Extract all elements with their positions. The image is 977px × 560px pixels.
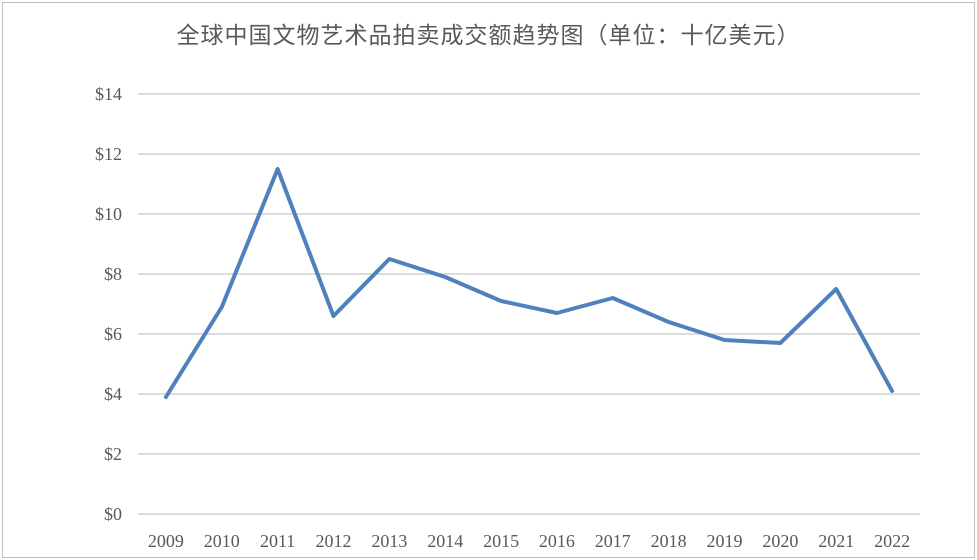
y-axis-tick-label: $0: [104, 504, 122, 524]
x-axis-tick-label: 2021: [818, 531, 854, 551]
x-axis-tick-label: 2009: [148, 531, 184, 551]
x-axis-tick-label: 2022: [874, 531, 910, 551]
x-axis-tick-label: 2018: [651, 531, 687, 551]
x-axis-tick-label: 2011: [260, 531, 295, 551]
x-axis-tick-label: 2014: [427, 531, 463, 551]
data-line-series: [163, 167, 895, 399]
y-axis-tick-label: $12: [95, 144, 122, 164]
y-axis-tick-label: $2: [104, 444, 122, 464]
y-axis-tick-label: $14: [95, 84, 122, 104]
x-axis-tick-label: 2015: [483, 531, 519, 551]
x-axis-tick-label: 2017: [595, 531, 631, 551]
x-axis-tick-label: 2016: [539, 531, 575, 551]
x-axis-tick-label: 2013: [371, 531, 407, 551]
x-axis-tick-label: 2019: [707, 531, 743, 551]
y-axis-tick-label: $6: [104, 324, 122, 344]
chart-title: 全球中国文物艺术品拍卖成交额趋势图（单位：十亿美元）: [176, 23, 801, 48]
y-axis-tick-label: $4: [104, 384, 122, 404]
x-axis-tick-label: 2012: [316, 531, 352, 551]
x-axis-tick-label: 2020: [762, 531, 798, 551]
y-axis-tick-label: $8: [104, 264, 122, 284]
y-axis-tick-label: $10: [95, 204, 122, 224]
x-axis-tick-label: 2010: [204, 531, 240, 551]
